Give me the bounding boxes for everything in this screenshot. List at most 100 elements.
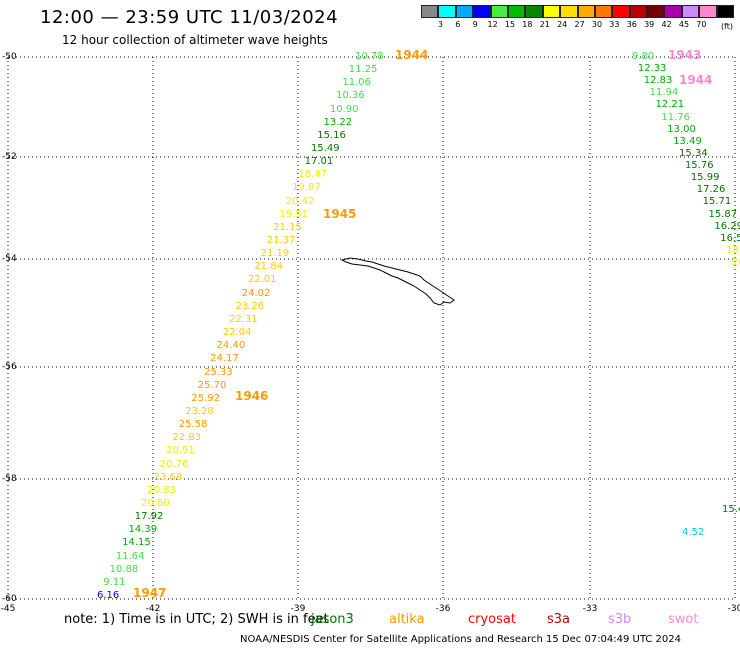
wave-height-value: 13.22 xyxy=(323,116,353,128)
legend-swatch xyxy=(664,5,682,18)
legend-label: 18 xyxy=(522,20,533,29)
wave-height-value: 20.60 xyxy=(141,497,170,509)
wave-height-value: 15.4 xyxy=(722,504,740,515)
legend-swatch xyxy=(681,5,700,18)
wave-height-value: 21.84 xyxy=(254,261,283,273)
wave-height-value: 14.15 xyxy=(122,537,151,549)
legend-swatches xyxy=(421,5,735,18)
legend-label: 42 xyxy=(661,20,672,29)
wave-height-value: 25.70 xyxy=(197,379,227,391)
satellite-name: altika xyxy=(389,612,425,627)
footer-note: note: 1) Time is in UTC; 2) SWH is in fe… xyxy=(64,612,329,627)
satellite-name: cryosat xyxy=(468,612,516,627)
legend-label: 12 xyxy=(487,20,498,29)
wave-height-value: 23.68 xyxy=(153,471,183,483)
wave-height-value: 15.87 xyxy=(708,208,738,220)
hour-label: 1947 xyxy=(133,586,167,600)
wave-height-value: 24.40 xyxy=(216,340,246,352)
wave-height-value: 20 xyxy=(732,257,740,268)
wave-height-value: 10.78 xyxy=(355,51,384,62)
wave-height-value: 11.25 xyxy=(348,64,378,76)
south-georgia-coastline xyxy=(340,257,455,306)
wave-height-value: 6.16 xyxy=(97,590,120,601)
legend-label: 39 xyxy=(644,20,655,29)
legend-swatch xyxy=(612,5,630,18)
wave-height-value: 20.83 xyxy=(147,484,176,496)
wave-height-value: 17.92 xyxy=(134,511,164,523)
wave-height-value: 12.33 xyxy=(637,63,667,75)
wave-height-value: 4.52 xyxy=(682,527,705,538)
latitude-label: -50 xyxy=(2,52,17,62)
legend-label: 36 xyxy=(626,20,637,29)
hour-label: 1946 xyxy=(235,389,269,403)
latitude-label: -58 xyxy=(2,474,17,484)
wave-height-value: 16.29 xyxy=(714,220,740,232)
hour-label: 1943 xyxy=(668,48,702,62)
wave-height-value: 11.76 xyxy=(661,111,691,123)
legend-swatch xyxy=(421,5,439,18)
legend-swatch xyxy=(594,5,613,18)
legend-swatch xyxy=(716,5,735,18)
wave-height-value: 15.49 xyxy=(310,143,340,155)
wave-height-value: 10.90 xyxy=(329,103,359,115)
wave-height-value: 25.58 xyxy=(178,419,208,431)
latitude-label: -56 xyxy=(2,362,17,372)
wave-height-value: 18.47 xyxy=(298,169,327,181)
legend-swatch xyxy=(473,5,491,18)
longitude-label: -39 xyxy=(290,604,306,614)
footer-credit: NOAA/NESDIS Center for Satellite Applica… xyxy=(240,634,682,645)
legend-swatch xyxy=(490,5,508,18)
hour-label: 1945 xyxy=(323,207,357,221)
legend-label: 24 xyxy=(557,20,568,29)
legend-label: 33 xyxy=(609,20,620,29)
wave-height-value: 9.80 xyxy=(632,51,655,62)
wave-height-value: 22.04 xyxy=(222,327,252,339)
wave-height-value: 15.34 xyxy=(679,147,708,159)
hour-label: 1944 xyxy=(679,73,713,87)
wave-height-value: 14.39 xyxy=(128,524,158,536)
wave-height-value: 9.11 xyxy=(103,576,126,588)
color-legend: 3 6 9 12 15 18 21 24 27 30 33 36 39 42 45 70 xyxy=(421,5,735,30)
wave-height-value: 15.99 xyxy=(690,172,720,184)
wave-height-value: 20.76 xyxy=(159,458,189,470)
legend-label: 9 xyxy=(472,20,478,29)
longitude-label: -36 xyxy=(435,604,451,614)
legend-swatch xyxy=(507,5,526,18)
legend-label: 30 xyxy=(591,20,603,29)
wave-height-value: 21.37 xyxy=(266,235,296,247)
legend-swatch xyxy=(438,5,456,18)
wave-height-value: 12.83 xyxy=(643,75,673,87)
page-subtitle: 12 hour collection of altimeter wave hei… xyxy=(62,33,328,47)
legend-swatch xyxy=(542,5,561,18)
longitude-label: -42 xyxy=(145,604,161,614)
wave-height-value: 11.06 xyxy=(342,77,372,89)
wave-height-value: 21.19 xyxy=(260,248,290,260)
wave-height-value: 25.92 xyxy=(191,392,221,404)
wave-height-value: 10.88 xyxy=(109,563,139,575)
page-title: 12:00 — 23:59 UTC 11/03/2024 xyxy=(40,7,339,28)
legend-label: 27 xyxy=(574,20,585,29)
wave-height-value: 25.33 xyxy=(203,366,233,378)
latitude-label: -52 xyxy=(2,152,17,162)
wave-height-value: 19.51 xyxy=(279,208,309,220)
satellite-name: swot xyxy=(668,612,699,627)
legend-swatch xyxy=(699,5,717,18)
legend-swatch xyxy=(577,5,595,18)
longitude-label: -45 xyxy=(0,604,16,614)
hour-label: 1944 xyxy=(395,48,429,62)
legend-label: 6 xyxy=(455,20,461,29)
wave-height-value: 10.36 xyxy=(336,90,365,102)
longitude-label: -30 xyxy=(727,604,740,614)
satellite-name: s3a xyxy=(547,612,571,627)
latitude-label: -60 xyxy=(2,594,17,604)
wave-height-value: 23.26 xyxy=(235,300,265,312)
wave-height-value: 23.28 xyxy=(185,405,214,417)
legend-swatch xyxy=(525,5,543,18)
wave-height-value: 19.87 xyxy=(292,182,321,194)
legend-label: 70 xyxy=(696,20,707,29)
legend-swatch xyxy=(560,5,578,18)
legend-label: 15 xyxy=(504,20,516,29)
wave-height-value: 20.91 xyxy=(166,445,195,457)
wave-height-value: 24.17 xyxy=(210,353,239,365)
